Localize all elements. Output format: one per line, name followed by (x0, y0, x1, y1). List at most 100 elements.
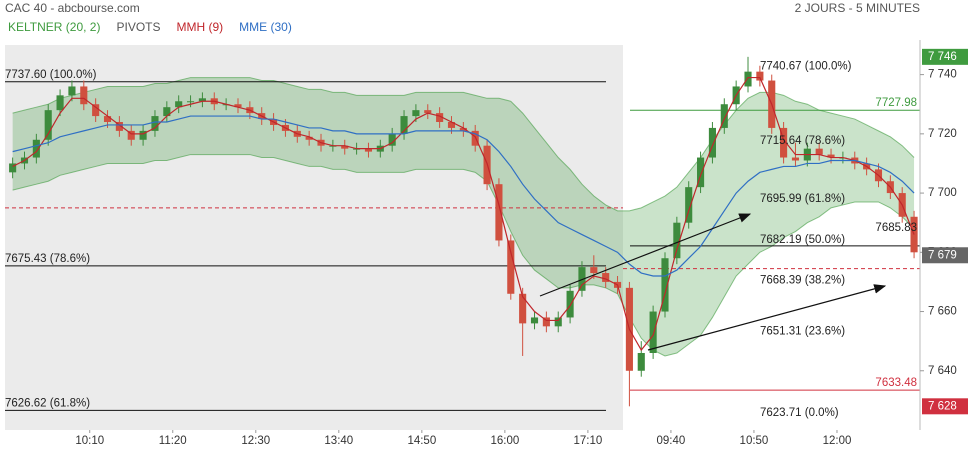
pivot-label: 7695.99 (61.8%) (760, 193, 845, 205)
pivot-label: 7623.71 (0.0%) (760, 407, 839, 419)
candle-body (459, 127, 467, 131)
candle-body (412, 110, 420, 117)
candle-body (530, 317, 539, 324)
candle-body (424, 110, 432, 114)
legend-entry: MME (30) (239, 20, 292, 34)
candle-body (9, 163, 17, 173)
level-label: 7727.98 (875, 97, 917, 109)
candle-body (115, 122, 123, 131)
candle-body (495, 184, 503, 241)
price-tag (922, 247, 968, 264)
candle-body (341, 145, 349, 149)
candle-body (305, 136, 313, 140)
candle-body (163, 107, 171, 117)
candle-body (56, 95, 64, 111)
moving-average (12, 115, 915, 277)
candle-body (673, 222, 681, 259)
candle-body (80, 86, 88, 105)
price-tag-label: 7 628 (928, 400, 957, 412)
pivot-label: 7668.39 (38.2%) (760, 275, 845, 287)
candle-body (388, 133, 396, 146)
pivot-label: 7626.62 (61.8%) (5, 397, 90, 409)
level-label: 7685.83 (875, 222, 917, 234)
candle-body (661, 258, 669, 312)
candle-body (507, 240, 515, 294)
candle-body (92, 104, 100, 117)
keltner-area (12, 77, 915, 356)
candle-body (234, 104, 242, 108)
price-tag-label: 7 679 (928, 249, 957, 261)
candle-body (186, 101, 195, 103)
candle-body (649, 311, 657, 353)
candle-body (400, 116, 408, 134)
legend-entry: PIVOTS (116, 20, 160, 34)
arrow (539, 213, 752, 297)
candle-body (44, 110, 52, 140)
x-tick-label: 11:20 (159, 435, 187, 447)
legend-entry: MMH (9) (177, 20, 224, 34)
candle-body (471, 130, 479, 146)
candle-body (151, 116, 159, 131)
y-tick-label: 7 740 (928, 69, 957, 81)
candle-body (637, 353, 645, 371)
candle-body (780, 127, 788, 158)
arrow (647, 284, 887, 351)
candle-body (139, 130, 147, 140)
x-tick-label: 10:10 (75, 435, 104, 447)
subtitle: 2 JOURS - 5 MINUTES (795, 1, 920, 15)
candle-body (578, 267, 586, 291)
x-tick-label: 13:40 (324, 435, 353, 447)
candle-body (744, 71, 752, 87)
x-tick-label: 16:00 (490, 435, 519, 447)
candle-body (447, 122, 456, 128)
candle-body (542, 317, 550, 327)
candle-body (198, 98, 206, 102)
candle-body (519, 293, 527, 324)
x-tick-label: 17:10 (574, 435, 603, 447)
moving-average (12, 76, 915, 352)
legend-entry: KELTNER (20, 2) (8, 20, 100, 34)
x-tick-label: 10:50 (740, 435, 769, 447)
keltner-upper (12, 77, 915, 212)
price-tag (922, 48, 968, 65)
candle-body (697, 157, 705, 188)
x-tick-label: 09:40 (657, 435, 686, 447)
candle-body (720, 104, 728, 128)
pivot-label: 7675.43 (78.6%) (5, 253, 90, 265)
candle-body (436, 113, 444, 122)
candle-body (590, 267, 598, 274)
candle-body (32, 139, 40, 158)
candle-body (364, 148, 373, 152)
candle-body (554, 317, 562, 327)
candle-body (685, 187, 693, 223)
candle-body (815, 148, 823, 155)
x-tick-label: 12:30 (241, 435, 270, 447)
candle-body (127, 130, 135, 140)
level-label: 7633.48 (875, 377, 917, 389)
pivot-label: 7737.60 (100.0%) (5, 69, 97, 81)
x-tick-label: 12:00 (823, 435, 852, 447)
title: CAC 40 - abcbourse.com (5, 1, 140, 15)
candle-body (756, 71, 764, 81)
candle-body (791, 157, 800, 161)
price-tag (922, 398, 968, 415)
session-shade (5, 45, 623, 430)
y-tick-label: 7 660 (928, 306, 957, 318)
candle-body (175, 101, 183, 108)
pivot-label: 7740.67 (100.0%) (760, 61, 852, 73)
pivot-label: 7715.64 (78.6%) (760, 135, 845, 147)
price-tag-label: 7 746 (928, 51, 957, 63)
candle-body (827, 154, 835, 158)
y-tick-label: 7 640 (928, 365, 957, 377)
pivot-label: 7651.31 (23.6%) (760, 325, 845, 337)
y-tick-label: 7 700 (928, 187, 957, 199)
candle-body (566, 290, 574, 318)
candle-body (68, 86, 76, 96)
x-tick-label: 14:50 (407, 435, 436, 447)
y-tick-label: 7 720 (928, 128, 957, 140)
candle-body (708, 127, 716, 158)
candle-body (103, 116, 112, 122)
keltner-lower (12, 154, 915, 357)
pivot-label: 7682.19 (50.0%) (760, 234, 845, 246)
